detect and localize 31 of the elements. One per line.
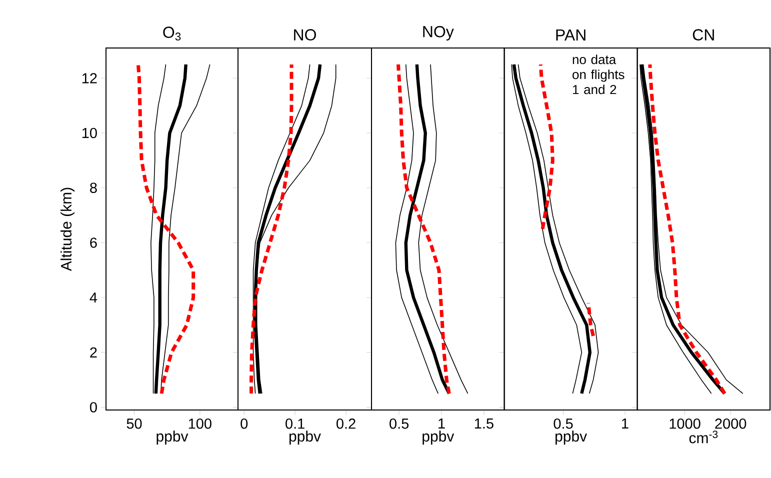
y-tick-label: 10 — [82, 128, 97, 138]
chart-title: O$_{3}$ — [163, 26, 181, 40]
y-tick-label: 8 — [90, 182, 97, 193]
x-tick-label: 0 — [240, 418, 248, 429]
chart-title: CN — [692, 29, 714, 40]
x-axis-title: ppbv — [422, 430, 454, 445]
x-tick-label: 0.1 — [286, 418, 304, 429]
x-tick-label: 0.2 — [336, 418, 356, 429]
x-axis-title: ppbv — [156, 430, 188, 445]
x-tick-label: 1 — [438, 418, 445, 428]
x-axis-title: ppbv — [556, 430, 588, 445]
x-tick-label: 1000 — [670, 418, 700, 429]
x-tick-label: 100 — [188, 418, 212, 429]
x-tick-label: 1.5 — [474, 418, 494, 429]
chart-title: NO — [294, 29, 316, 40]
x-tick-label: 1 — [622, 418, 628, 428]
y-tick-label: 6 — [90, 238, 97, 248]
y-tick-label: 4 — [90, 292, 98, 303]
chart-title: PAN — [556, 29, 586, 40]
x-axis-title: cm$^{-3}$ — [689, 430, 718, 444]
x-tick-label: 0.5 — [390, 418, 409, 429]
y-tick-label: 0 — [90, 402, 97, 412]
x-tick-label: 50 — [126, 418, 142, 429]
chart-title: NOy — [423, 26, 454, 41]
x-axis-title: ppbv — [289, 430, 321, 445]
x-tick-label: 0.5 — [554, 418, 573, 429]
y-axis-title: Altitude (km) — [60, 188, 75, 272]
annotation: no data on flights 1 and 2 — [572, 54, 624, 94]
x-tick-label: 2000 — [715, 418, 746, 429]
y-tick-label: 12 — [82, 73, 97, 84]
y-tick-label: 2 — [90, 347, 97, 358]
